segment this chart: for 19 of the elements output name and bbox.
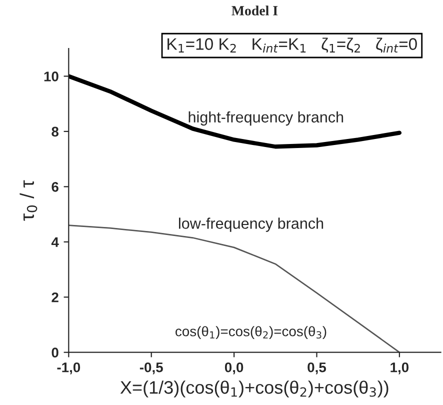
x-tick-label: 1,0 bbox=[390, 362, 409, 374]
y-tick-label: 0 bbox=[52, 348, 58, 358]
y-tick-label: 6 bbox=[52, 182, 58, 192]
y-axis-title: τ$_{0}$ / τ bbox=[20, 180, 38, 221]
x-tick-label: -1,0 bbox=[57, 362, 80, 374]
line-series bbox=[68, 74, 402, 149]
y-tick-label: 8 bbox=[52, 126, 59, 137]
annotation: low-frequency branch bbox=[179, 218, 324, 232]
y-tick-label: 2 bbox=[52, 292, 58, 302]
x-tick-label: -0,5 bbox=[140, 362, 163, 374]
x-tick-label: 0,5 bbox=[308, 362, 326, 374]
annotation: hight-frequency branch bbox=[188, 111, 344, 126]
annotation: cos(θ$_{1}$)=cos(θ$_{2}$)=cos(θ$_{3}$) bbox=[176, 326, 326, 340]
y-tick-label: 4 bbox=[51, 237, 59, 247]
y-tick-label: 10 bbox=[44, 72, 58, 82]
x-tick-label: 0,0 bbox=[224, 362, 244, 374]
x-axis-title: X=(1/3)(cos(θ$_{1}$)+cos(θ$_{2}$)+cos(θ$_{3}$)) bbox=[120, 380, 388, 398]
text: K$_{1}$=10 K$_{2}$ K$_{int}$=K$_{1}$ ζ$_{1}$=ζ$_{2}$ ζ$_{int}$=0 bbox=[168, 38, 417, 53]
chart-title: Model I bbox=[232, 6, 278, 16]
